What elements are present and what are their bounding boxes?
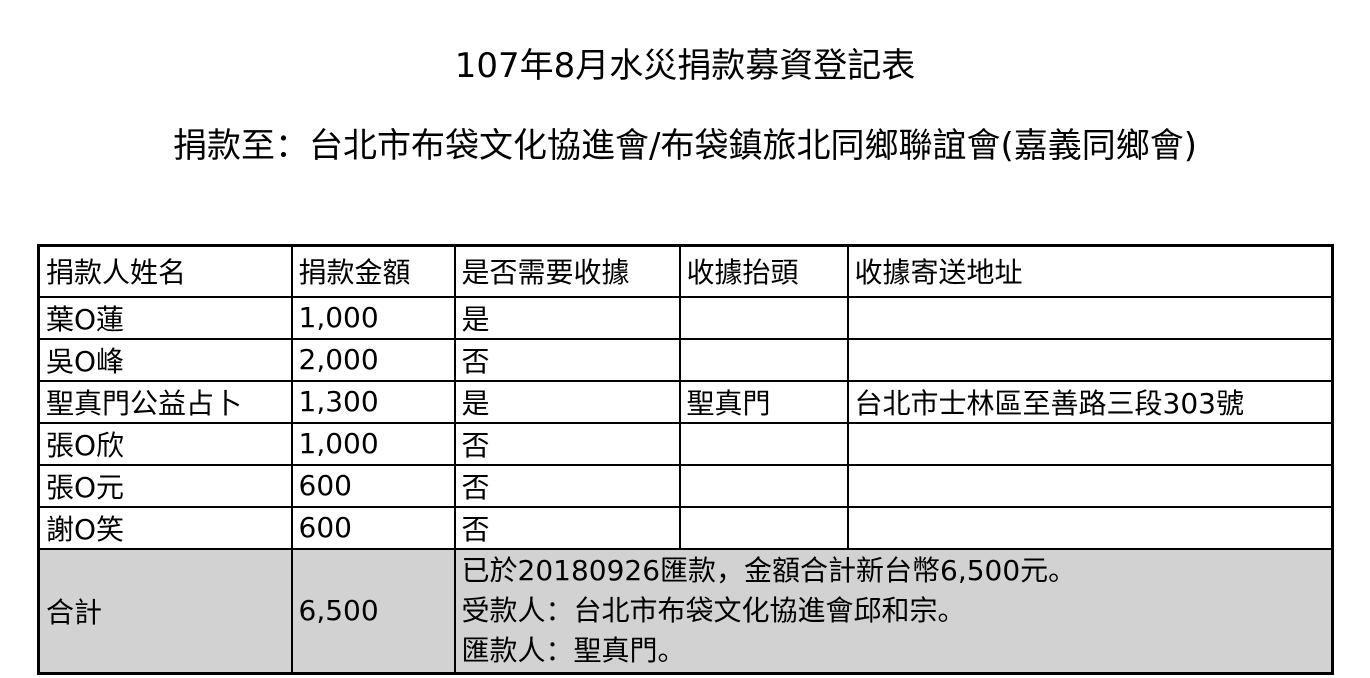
donor-name-cell: 葉O蓮 [37, 295, 293, 340]
table-row: 張O欣 1,000 否 [37, 421, 1334, 466]
mailing-address-cell: 台北市士林區至善路三段303號 [846, 379, 1334, 424]
donor-name-cell: 吳O峰 [37, 337, 293, 382]
amount-cell: 1,000 [290, 421, 456, 466]
remittance-note-line: 受款人：台北市布袋文化協進會邱和宗。 [461, 593, 966, 627]
donor-name-cell: 張O元 [37, 463, 293, 508]
receipt-title-cell [678, 295, 849, 340]
column-header-receipt-title: 收據抬頭 [678, 244, 849, 298]
amount-cell: 600 [290, 505, 456, 550]
remittance-notes-cell: 已於20180926匯款，金額合計新台幣6,500元。 受款人：台北市布袋文化協… [453, 547, 1334, 675]
table-row: 葉O蓮 1,000 是 [37, 295, 1334, 340]
receipt-title-cell: 聖真門 [678, 379, 849, 424]
receipt-title-cell [678, 421, 849, 466]
table-row: 張O元 600 否 [37, 463, 1334, 508]
receipt-needed-cell: 是 [453, 295, 681, 340]
table-row: 吳O峰 2,000 否 [37, 337, 1334, 382]
column-header-mailing-address: 收據寄送地址 [846, 244, 1334, 298]
receipt-needed-cell: 否 [453, 421, 681, 466]
donor-name-cell: 謝O笑 [37, 505, 293, 550]
receipt-title-cell [678, 505, 849, 550]
amount-cell: 1,300 [290, 379, 456, 424]
amount-cell: 1,000 [290, 295, 456, 340]
receipt-title-cell [678, 463, 849, 508]
amount-cell: 600 [290, 463, 456, 508]
receipt-needed-cell: 是 [453, 379, 681, 424]
mailing-address-cell [846, 463, 1334, 508]
total-label-cell: 合計 [37, 547, 293, 675]
remittance-note-line: 已於20180926匯款，金額合計新台幣6,500元。 [461, 553, 1077, 587]
receipt-needed-cell: 否 [453, 337, 681, 382]
receipt-needed-cell: 否 [453, 463, 681, 508]
donor-name-cell: 聖真門公益占卜 [37, 379, 293, 424]
donor-name-cell: 張O欣 [37, 421, 293, 466]
document-subtitle: 捐款至：台北市布袋文化協進會/布袋鎮旅北同鄉聯誼會(嘉義同鄉會) [173, 126, 1197, 166]
column-header-amount: 捐款金額 [290, 244, 456, 298]
column-header-donor-name: 捐款人姓名 [37, 244, 293, 298]
amount-cell: 2,000 [290, 337, 456, 382]
document-title: 107年8月水災捐款募資登記表 [454, 46, 916, 86]
mailing-address-cell [846, 337, 1334, 382]
receipt-title-cell [678, 337, 849, 382]
table-row: 聖真門公益占卜 1,300 是 聖真門 台北市士林區至善路三段303號 [37, 379, 1334, 424]
total-amount-cell: 6,500 [290, 547, 456, 675]
table-row: 謝O笑 600 否 [37, 505, 1334, 550]
remittance-note-line: 匯款人：聖真門。 [461, 633, 686, 667]
mailing-address-cell [846, 295, 1334, 340]
mailing-address-cell [846, 421, 1334, 466]
summary-row: 合計 6,500 已於20180926匯款，金額合計新台幣6,500元。 受款人… [37, 547, 1334, 675]
receipt-needed-cell: 否 [453, 505, 681, 550]
mailing-address-cell [846, 505, 1334, 550]
donation-table: 捐款人姓名 捐款金額 是否需要收據 收據抬頭 收據寄送地址 葉O蓮 1,000 … [37, 244, 1334, 675]
header-row: 捐款人姓名 捐款金額 是否需要收據 收據抬頭 收據寄送地址 [37, 244, 1334, 298]
column-header-receipt-needed: 是否需要收據 [453, 244, 681, 298]
